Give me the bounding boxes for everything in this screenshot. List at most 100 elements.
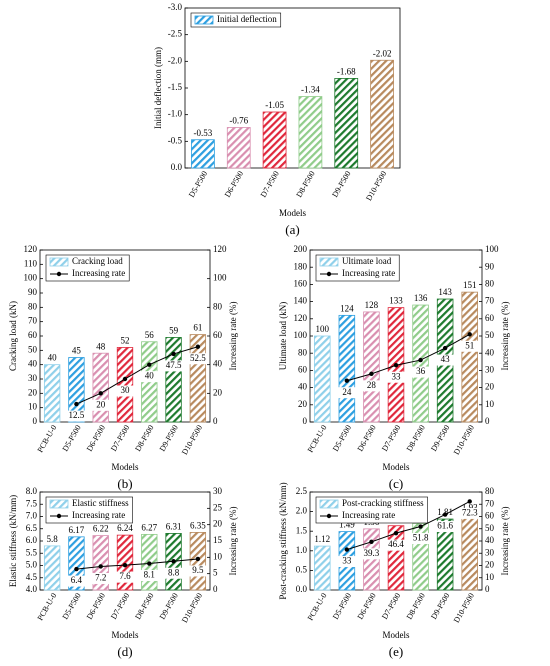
- rate-marker: [393, 363, 399, 368]
- rate-marker: [344, 547, 350, 552]
- y-tick-label: 4.0: [26, 584, 38, 594]
- y2-tick-label: 80: [213, 301, 223, 311]
- x-tick-label: D8-P500: [133, 423, 155, 453]
- rate-marker: [195, 344, 201, 349]
- y-tick-label: -3.0: [168, 2, 183, 12]
- y2-axis-label: Increasing rate (%): [228, 302, 238, 371]
- label-background: [387, 371, 405, 383]
- rate-value-label: 61.6: [437, 521, 453, 531]
- rate-marker: [369, 371, 374, 377]
- rate-line: [346, 500, 470, 551]
- plot-frame: [184, 7, 401, 169]
- x-tick-label: D6-P500: [356, 423, 378, 453]
- y-tick-label: 80: [28, 301, 38, 311]
- label-background: [188, 565, 207, 577]
- y-tick-label: 5.0: [26, 560, 38, 570]
- y-tick-label: -0.5: [168, 135, 183, 145]
- y2-tick-label: 0: [213, 416, 218, 426]
- rate-value-label: 47.5: [166, 360, 182, 370]
- bar-value-label: 133: [389, 296, 403, 306]
- y2-tick-label: 25: [213, 502, 223, 512]
- y2-tick-label: 60: [485, 313, 495, 323]
- y-axis-label: Elastic stiffness (kN/mm): [8, 495, 18, 587]
- rate-value-label: 28: [367, 380, 377, 390]
- legend-swatch: [194, 15, 214, 25]
- bar-value-label: 1.49: [339, 520, 355, 530]
- bar: [461, 513, 478, 591]
- bar: [298, 96, 323, 169]
- rate-value-label: 6.4: [71, 575, 83, 585]
- x-tick-label: D6-P500: [223, 169, 245, 199]
- x-tick-label: D5-P500: [187, 169, 209, 199]
- label-background: [188, 353, 207, 365]
- y-axis-label: Ultimate load (kN): [278, 302, 288, 370]
- legend-label: Cracking load: [72, 256, 123, 266]
- bar-value-label: -0.53: [194, 128, 213, 138]
- bar-value-label: 1.81: [437, 507, 453, 517]
- rate-marker: [393, 530, 399, 536]
- bar-value-label: -1.68: [337, 66, 356, 76]
- rate-value-label: 33: [342, 556, 352, 566]
- y2-tick-label: 20: [213, 519, 223, 529]
- y-tick-label: 6.0: [26, 535, 38, 545]
- y-tick-label: 20: [298, 399, 308, 409]
- x-tick-label: D6-P500: [85, 591, 107, 621]
- y2-tick-label: 10: [485, 572, 495, 582]
- bar-value-label: 52: [121, 336, 130, 346]
- y-tick-label: 8.0: [26, 486, 38, 496]
- y-tick-label: -1.5: [168, 82, 183, 92]
- label-background: [411, 533, 430, 545]
- label-background: [116, 571, 134, 583]
- y-tick-label: 110: [24, 258, 38, 268]
- label-background: [362, 548, 381, 560]
- y2-tick-label: 120: [213, 244, 227, 254]
- rate-marker: [442, 345, 448, 351]
- label-background: [67, 410, 86, 422]
- label-background: [91, 399, 110, 411]
- x-tick-label: D10-P500: [364, 169, 388, 202]
- rate-value-label: 8.8: [168, 567, 180, 577]
- y-tick-label: 7.5: [26, 498, 38, 508]
- y2-tick-label: 5: [213, 568, 218, 578]
- legend-swatch: [49, 499, 69, 509]
- x-tick-label: D7-P500: [380, 591, 402, 621]
- rate-marker: [344, 378, 350, 383]
- x-tick-label: D8-P500: [405, 591, 427, 621]
- bar-value-label: -2.02: [373, 48, 392, 58]
- bar: [412, 304, 429, 423]
- bar: [92, 352, 109, 423]
- legend-marker: [56, 271, 62, 277]
- rate-marker: [74, 566, 79, 572]
- rate-marker: [467, 499, 472, 504]
- rate-value-label: 33: [392, 371, 402, 381]
- rate-value-label: 24: [342, 387, 352, 397]
- x-tick-label: D8-P500: [294, 169, 316, 199]
- bar: [43, 545, 61, 591]
- legend-label: Ultimate load: [342, 256, 392, 266]
- bar: [68, 357, 85, 423]
- y2-tick-label: 80: [485, 278, 495, 288]
- y2-tick-label: 90: [485, 261, 495, 271]
- y2-tick-label: 40: [485, 535, 495, 545]
- y2-tick-label: 30: [213, 486, 223, 496]
- legend-swatch: [49, 257, 69, 267]
- bar: [191, 139, 215, 169]
- bar: [116, 347, 134, 423]
- y2-tick-label: 10: [213, 551, 223, 561]
- x-tick-label: PCB-U-0: [306, 591, 329, 622]
- rate-line: [76, 346, 198, 405]
- bar-value-label: -0.76: [229, 116, 248, 126]
- y2-tick-label: 20: [485, 560, 495, 570]
- rate-marker: [98, 391, 103, 396]
- y-tick-label: 2.5: [296, 486, 308, 496]
- y-axis-label: Post-cracking stiffness (kN/mm): [278, 482, 288, 599]
- legend-swatch: [319, 257, 339, 267]
- bar-value-label: 6.35: [190, 520, 206, 530]
- label-background: [436, 521, 455, 533]
- y2-tick-label: 30: [485, 364, 495, 374]
- rate-marker: [122, 562, 128, 568]
- label-background: [436, 354, 455, 366]
- rate-value-label: 9.5: [192, 565, 204, 575]
- y-tick-label: -2.5: [168, 29, 183, 39]
